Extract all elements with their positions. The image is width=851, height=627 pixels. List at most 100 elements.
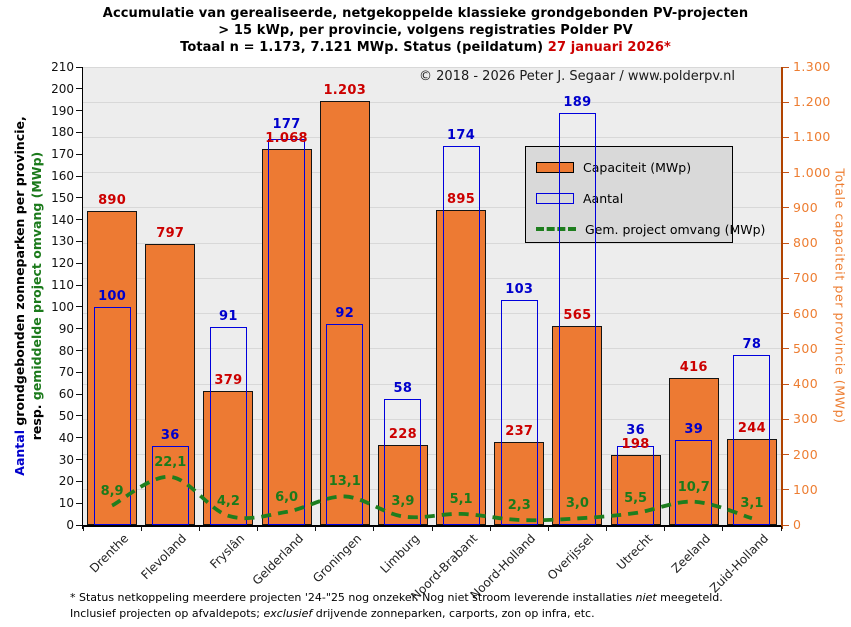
gridline xyxy=(83,383,781,385)
capacity-value-label: 228 xyxy=(388,426,417,442)
right-axis-tick-label: 1.200 xyxy=(793,94,831,110)
capacity-value-label: 565 xyxy=(563,307,592,323)
footnote-line2-a: Inclusief projecten op afvaldepots; xyxy=(70,607,264,620)
left-axis-tick xyxy=(76,153,82,155)
gridline xyxy=(83,489,781,491)
count-bar xyxy=(384,398,422,525)
x-axis-tick xyxy=(780,526,782,531)
capacity-value-label: 198 xyxy=(621,437,650,453)
right-axis-tick xyxy=(782,136,789,138)
left-axis-tick xyxy=(76,415,82,417)
right-axis-tick-label: 300 xyxy=(793,411,819,427)
chart-title-line3: Totaal n = 1.173, 7.121 MWp. Status (pei… xyxy=(0,39,851,56)
count-value-label: 36 xyxy=(626,423,645,439)
right-axis-tick-label: 1.100 xyxy=(793,129,831,145)
left-axis-tick-label: 10 xyxy=(58,496,74,511)
avg-value-label: 2,3 xyxy=(507,497,531,513)
count-value-label: 100 xyxy=(98,288,127,304)
gridline xyxy=(83,66,781,68)
gridline xyxy=(83,313,781,315)
count-bar-swatch-icon xyxy=(536,192,574,204)
capacity-bar xyxy=(377,444,428,525)
count-bar xyxy=(326,324,364,525)
footnote-line1-a: * Status netkoppeling meerdere projecten… xyxy=(70,591,636,604)
left-axis-title-aantal: Aantal xyxy=(12,430,27,476)
right-axis-tick-label: 800 xyxy=(793,235,819,251)
right-axis-tick xyxy=(782,207,789,209)
x-axis-tick xyxy=(373,526,375,531)
chart-title-line1: Accumulatie van gerealiseerde, netgekopp… xyxy=(102,6,749,21)
gridline xyxy=(83,101,781,103)
count-value-label: 36 xyxy=(160,428,180,444)
left-axis-tick xyxy=(76,88,82,90)
capacity-value-label: 890 xyxy=(98,193,127,209)
avg-value-label: 3,9 xyxy=(391,494,415,510)
x-axis-tick xyxy=(315,526,317,531)
avg-project-size-line xyxy=(111,474,753,523)
left-axis-tick-label: 210 xyxy=(51,60,74,74)
count-value-label: 78 xyxy=(742,336,762,352)
capacity-value-label: 237 xyxy=(505,423,534,439)
left-axis-tick-label: 110 xyxy=(51,278,74,293)
right-axis-tick-label: 1.300 xyxy=(793,59,831,74)
x-axis-tick xyxy=(198,526,200,531)
count-value-label: 39 xyxy=(684,421,704,437)
left-axis-tick xyxy=(76,350,82,352)
left-axis-tick xyxy=(76,306,82,308)
legend-label-avg: Gem. project omvang (MWp) xyxy=(585,221,766,237)
gridline xyxy=(83,418,781,420)
left-axis-tick-label: 60 xyxy=(58,387,74,402)
capacity-bar-swatch-icon xyxy=(536,161,574,173)
x-axis-tick xyxy=(489,526,491,531)
left-axis-tick-label: 0 xyxy=(66,518,74,532)
right-axis-tick-label: 100 xyxy=(793,481,819,497)
right-axis-tick-label: 400 xyxy=(793,376,819,392)
count-bar xyxy=(209,326,247,525)
right-axis-tick-label: 700 xyxy=(793,270,819,286)
x-axis-tick xyxy=(431,526,433,531)
copyright-text: © 2018 - 2026 Peter J. Segaar / www.pold… xyxy=(419,69,736,84)
footnote-line1-italic: niet xyxy=(635,591,657,604)
gridline xyxy=(83,454,781,456)
gridline xyxy=(83,348,781,350)
count-value-label: 177 xyxy=(272,116,301,132)
left-axis-tick-label: 170 xyxy=(51,147,74,162)
right-axis-tick-label: 900 xyxy=(793,199,819,215)
left-axis-line xyxy=(81,67,83,529)
legend-item-capacity: Capaciteit (MWp) xyxy=(536,160,691,175)
count-value-label: 103 xyxy=(505,282,534,298)
left-axis-title-avg: gemiddelde project omvang (MWp) xyxy=(29,151,44,401)
chart-title-status-date: 27 januari 2026* xyxy=(547,40,671,55)
avg-value-label: 5,5 xyxy=(624,491,648,506)
capacity-bar xyxy=(436,209,487,525)
gridline xyxy=(83,242,781,244)
capacity-value-label: 1.068 xyxy=(265,130,308,146)
left-axis-tick xyxy=(76,66,82,68)
left-axis-tick xyxy=(76,393,82,395)
right-axis-tick xyxy=(782,66,789,68)
left-axis-tick xyxy=(76,262,82,264)
left-axis-tick-label: 70 xyxy=(58,365,74,380)
left-axis-tick-label: 190 xyxy=(51,103,74,118)
x-axis-tick xyxy=(82,526,84,531)
count-bar xyxy=(442,145,480,525)
legend-item-avg: Gem. project omvang (MWp) xyxy=(536,221,766,237)
left-axis-title-rest1: grondgebonden zonneparken per provincie, xyxy=(12,116,27,431)
left-axis-tick-label: 180 xyxy=(51,125,74,140)
avg-value-label: 6,0 xyxy=(275,489,299,505)
count-value-label: 91 xyxy=(219,308,238,324)
count-bar xyxy=(617,446,655,525)
left-axis-tick xyxy=(76,437,82,439)
capacity-bar xyxy=(494,441,545,525)
count-bar xyxy=(675,439,713,525)
x-axis-tick xyxy=(140,526,142,531)
left-axis-tick-label: 160 xyxy=(51,169,74,184)
footnote-line2: Inclusief projecten op afvaldepots; excl… xyxy=(70,606,723,622)
count-bar xyxy=(93,306,131,525)
avg-value-label: 8,9 xyxy=(100,483,124,499)
x-axis-tick xyxy=(664,526,666,531)
capacity-bar xyxy=(87,211,138,525)
chart-title: Accumulatie van gerealiseerde, netgekopp… xyxy=(0,5,851,56)
left-axis-tick xyxy=(76,480,82,482)
